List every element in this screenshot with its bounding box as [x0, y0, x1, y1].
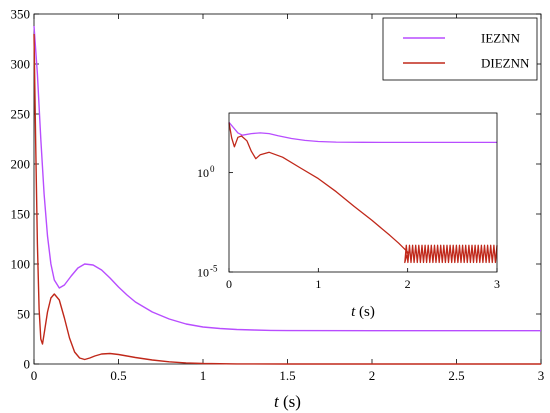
inset-y-axis: 100 10-5 — [197, 164, 233, 280]
inset-series-line-ieznn — [228, 121, 497, 144]
x-tick-label: 3 — [538, 368, 545, 383]
inset-background — [229, 113, 497, 272]
inset-chart: 100 10-5 0 1 2 3 t (s) — [197, 112, 500, 320]
inset-x-axis-label: t (s) — [351, 304, 375, 320]
main-chart: 0 50 100 150 200 250 300 350 0 0.5 1 1.5 2 2.5 3 t (s… — [11, 7, 545, 412]
inset-x-tick-label: 2 — [405, 277, 411, 291]
legend-label-ieznn: IEZNN — [481, 31, 521, 46]
y-tick-label: 150 — [11, 207, 31, 222]
x-tick-label: 1 — [200, 368, 207, 383]
series-line-dieznn — [33, 33, 541, 365]
y-tick-label: 0 — [24, 357, 31, 372]
x-tick-label: 0 — [31, 368, 38, 383]
y-tick-label: 50 — [17, 307, 30, 322]
inset-plot-frame — [228, 112, 498, 273]
y-tick-label: 300 — [11, 57, 31, 72]
x-tick-label: 0.5 — [110, 368, 126, 383]
inset-series-line-dieznn — [228, 122, 498, 264]
inset-y-tick-label: 10-5 — [197, 264, 218, 280]
series-line-ieznn — [33, 25, 541, 332]
legend: IEZNN DIEZNN — [382, 17, 538, 81]
main-x-axis: 0 0.5 1 1.5 2 2.5 3 — [31, 14, 545, 383]
legend-label-dieznn: DIEZNN — [481, 56, 530, 71]
y-tick-label: 350 — [11, 7, 31, 22]
inset-x-tick-label: 3 — [494, 277, 500, 291]
main-x-axis-label: t (s) — [274, 392, 301, 411]
inset-x-axis: 0 1 2 3 — [226, 268, 500, 291]
y-tick-label: 100 — [11, 257, 31, 272]
inset-x-tick-label: 1 — [315, 277, 321, 291]
x-tick-label: 2 — [369, 368, 376, 383]
x-tick-label: 1.5 — [279, 368, 295, 383]
y-tick-label: 200 — [11, 157, 31, 172]
y-tick-label: 250 — [11, 107, 31, 122]
legend-box — [382, 17, 538, 81]
x-tick-label: 2.5 — [448, 368, 464, 383]
inset-y-tick-label: 100 — [197, 164, 215, 180]
main-y-axis: 0 50 100 150 200 250 300 350 — [11, 7, 541, 372]
inset-series-lines — [228, 121, 498, 264]
main-series-lines — [33, 25, 541, 365]
inset-x-tick-label: 0 — [226, 277, 232, 291]
